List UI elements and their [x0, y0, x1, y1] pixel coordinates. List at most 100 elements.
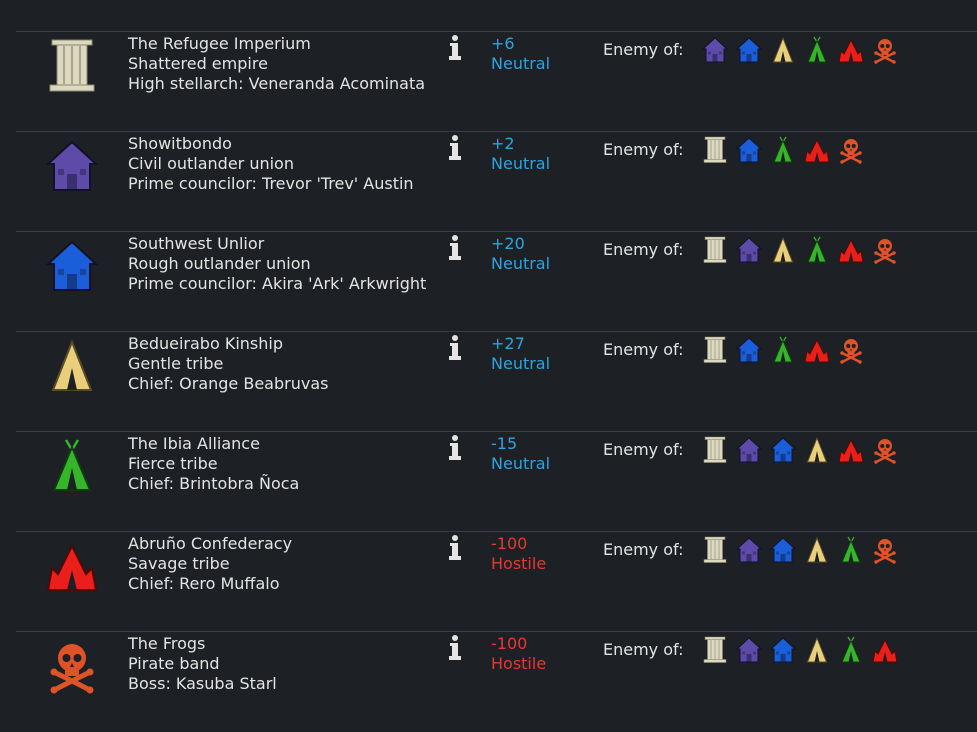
enemy-faction-icon[interactable] [804, 436, 830, 464]
tent-red-icon [838, 438, 864, 463]
info-icon [449, 235, 461, 260]
house-blue-icon [736, 137, 762, 163]
enemy-faction-icon[interactable] [872, 236, 898, 264]
enemy-faction-icon[interactable] [770, 536, 796, 564]
tent-green-icon [807, 236, 827, 263]
enemy-faction-icon[interactable] [702, 136, 728, 164]
enemy-faction-icon[interactable] [872, 536, 898, 564]
enemy-faction-icon[interactable] [702, 436, 728, 464]
pillar-icon [703, 536, 727, 563]
enemy-of-label: Enemy of: [603, 240, 684, 259]
faction-name: The Ibia Alliance [128, 434, 260, 453]
enemy-faction-icon[interactable] [702, 536, 728, 564]
skull-icon [874, 539, 896, 564]
enemy-faction-icon[interactable] [770, 36, 796, 64]
enemy-faction-icon[interactable] [838, 436, 864, 464]
faction-leader: High stellarch: Veneranda Acominata [128, 74, 426, 93]
enemy-faction-icon[interactable] [736, 436, 762, 464]
enemy-faction-icon[interactable] [702, 336, 728, 364]
enemy-faction-icon[interactable] [872, 636, 898, 664]
skull-icon [840, 339, 862, 364]
enemy-faction-icon[interactable] [736, 536, 762, 564]
enemy-faction-icon[interactable] [770, 136, 796, 164]
enemy-faction-icon[interactable] [736, 236, 762, 264]
enemy-faction-icon[interactable] [838, 136, 864, 164]
info-icon [449, 335, 461, 360]
info-icon [449, 635, 461, 660]
pillar-icon [703, 636, 727, 663]
house-blue-icon [770, 437, 796, 463]
pillar-icon [703, 336, 727, 363]
info-button[interactable] [446, 34, 464, 62]
tent-yellow-icon [806, 636, 828, 663]
relation-label: Neutral [491, 154, 551, 173]
info-icon [449, 435, 461, 460]
tent-yellow-icon [51, 339, 93, 391]
enemy-faction-icon[interactable] [838, 36, 864, 64]
tent-yellow-icon [806, 536, 828, 563]
relation-label: Neutral [491, 354, 551, 373]
enemy-faction-icon[interactable] [804, 536, 830, 564]
enemy-faction-icon[interactable] [702, 236, 728, 264]
tent-red-icon [838, 238, 864, 263]
faction-icon[interactable] [46, 138, 98, 194]
house-blue-icon [46, 240, 98, 291]
relation-label: Neutral [491, 254, 551, 273]
enemy-faction-icon[interactable] [736, 636, 762, 664]
enemy-faction-icon[interactable] [770, 636, 796, 664]
house-purple-icon [46, 140, 98, 191]
house-blue-icon [736, 37, 762, 63]
faction-row: The Frogs Pirate band Boss: Kasuba Starl… [16, 631, 977, 732]
faction-type: Gentle tribe [128, 354, 224, 373]
faction-icon[interactable] [46, 438, 98, 494]
enemy-faction-icon[interactable] [804, 36, 830, 64]
faction-name: The Frogs [128, 634, 206, 653]
info-button[interactable] [446, 434, 464, 462]
tent-red-icon [804, 138, 830, 163]
goodwill-value: +6 [491, 34, 515, 53]
enemy-faction-icon[interactable] [770, 436, 796, 464]
faction-icon[interactable] [46, 538, 98, 594]
skull-icon [50, 644, 94, 694]
enemy-faction-icon[interactable] [804, 336, 830, 364]
faction-info: The Refugee Imperium Shattered empire Hi… [128, 34, 425, 94]
faction-leader: Chief: Brintobra Ñoca [128, 474, 300, 493]
enemy-faction-icon[interactable] [702, 636, 728, 664]
info-icon [449, 35, 461, 60]
enemy-faction-icon[interactable] [702, 36, 728, 64]
info-button[interactable] [446, 534, 464, 562]
enemy-faction-icon[interactable] [872, 436, 898, 464]
faction-icon[interactable] [46, 638, 98, 694]
tent-yellow-icon [772, 36, 794, 63]
enemy-faction-icon[interactable] [770, 236, 796, 264]
faction-icon[interactable] [46, 238, 98, 294]
enemy-faction-icon[interactable] [770, 336, 796, 364]
enemy-faction-icon[interactable] [804, 136, 830, 164]
faction-name: Showitbondo [128, 134, 232, 153]
house-purple-icon [736, 237, 762, 263]
enemy-faction-icon[interactable] [838, 536, 864, 564]
enemy-faction-icon[interactable] [872, 36, 898, 64]
info-button[interactable] [446, 634, 464, 662]
tent-yellow-icon [772, 236, 794, 263]
enemy-faction-icon[interactable] [838, 636, 864, 664]
enemy-faction-icon[interactable] [838, 336, 864, 364]
enemy-faction-icon[interactable] [736, 336, 762, 364]
goodwill-value: +27 [491, 334, 525, 353]
info-button[interactable] [446, 134, 464, 162]
enemy-of-label: Enemy of: [603, 340, 684, 359]
info-button[interactable] [446, 334, 464, 362]
enemy-faction-icon[interactable] [804, 636, 830, 664]
skull-icon [840, 139, 862, 164]
enemy-faction-icon[interactable] [804, 236, 830, 264]
pillar-icon [49, 39, 95, 92]
goodwill-value: -100 [491, 634, 528, 653]
faction-icon[interactable] [46, 338, 98, 394]
faction-icon[interactable] [46, 38, 98, 94]
info-button[interactable] [446, 234, 464, 262]
info-icon [449, 535, 461, 560]
tent-green-icon [807, 36, 827, 63]
enemy-faction-icon[interactable] [736, 36, 762, 64]
enemy-faction-icon[interactable] [736, 136, 762, 164]
enemy-faction-icon[interactable] [838, 236, 864, 264]
